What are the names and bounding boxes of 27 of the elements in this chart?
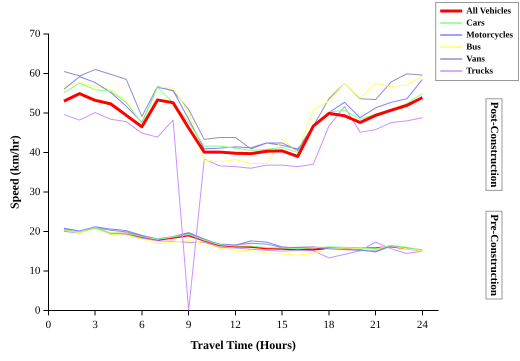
x-tick-label: 12 <box>230 318 241 331</box>
y-axis-title: Speed (km/hr) <box>7 135 22 210</box>
x-tick-label: 9 <box>186 318 192 331</box>
x-tick-label: 0 <box>46 318 52 331</box>
legend-label: Cars <box>466 17 486 28</box>
legend-label: Bus <box>466 41 482 52</box>
text: Post-Construction <box>488 102 500 188</box>
x-tick-label: 3 <box>92 318 98 331</box>
y-tick-label: 20 <box>29 225 41 238</box>
legend-label: All Vehicles <box>466 5 512 16</box>
y-tick-label: 60 <box>29 67 41 80</box>
y-tick-label: 30 <box>29 186 41 198</box>
x-tick-label: 18 <box>323 318 335 331</box>
legend-label: Vans <box>466 53 486 64</box>
legend-label: Motorcycles <box>466 29 514 40</box>
x-tick-label: 15 <box>276 318 288 331</box>
y-tick-label: 10 <box>29 264 41 277</box>
x-axis-title: Travel Time (Hours) <box>190 338 296 352</box>
y-tick-label: 40 <box>29 146 41 158</box>
y-tick-label: 50 <box>29 106 41 119</box>
y-tick-label: 70 <box>29 28 41 40</box>
y-tick-label: 0 <box>34 304 41 316</box>
x-tick-label: 21 <box>370 318 382 331</box>
x-tick-label: 6 <box>139 318 146 331</box>
legend-label: Trucks <box>466 65 494 76</box>
x-tick-label: 24 <box>416 318 428 331</box>
text: Pre-Construction <box>488 214 500 296</box>
